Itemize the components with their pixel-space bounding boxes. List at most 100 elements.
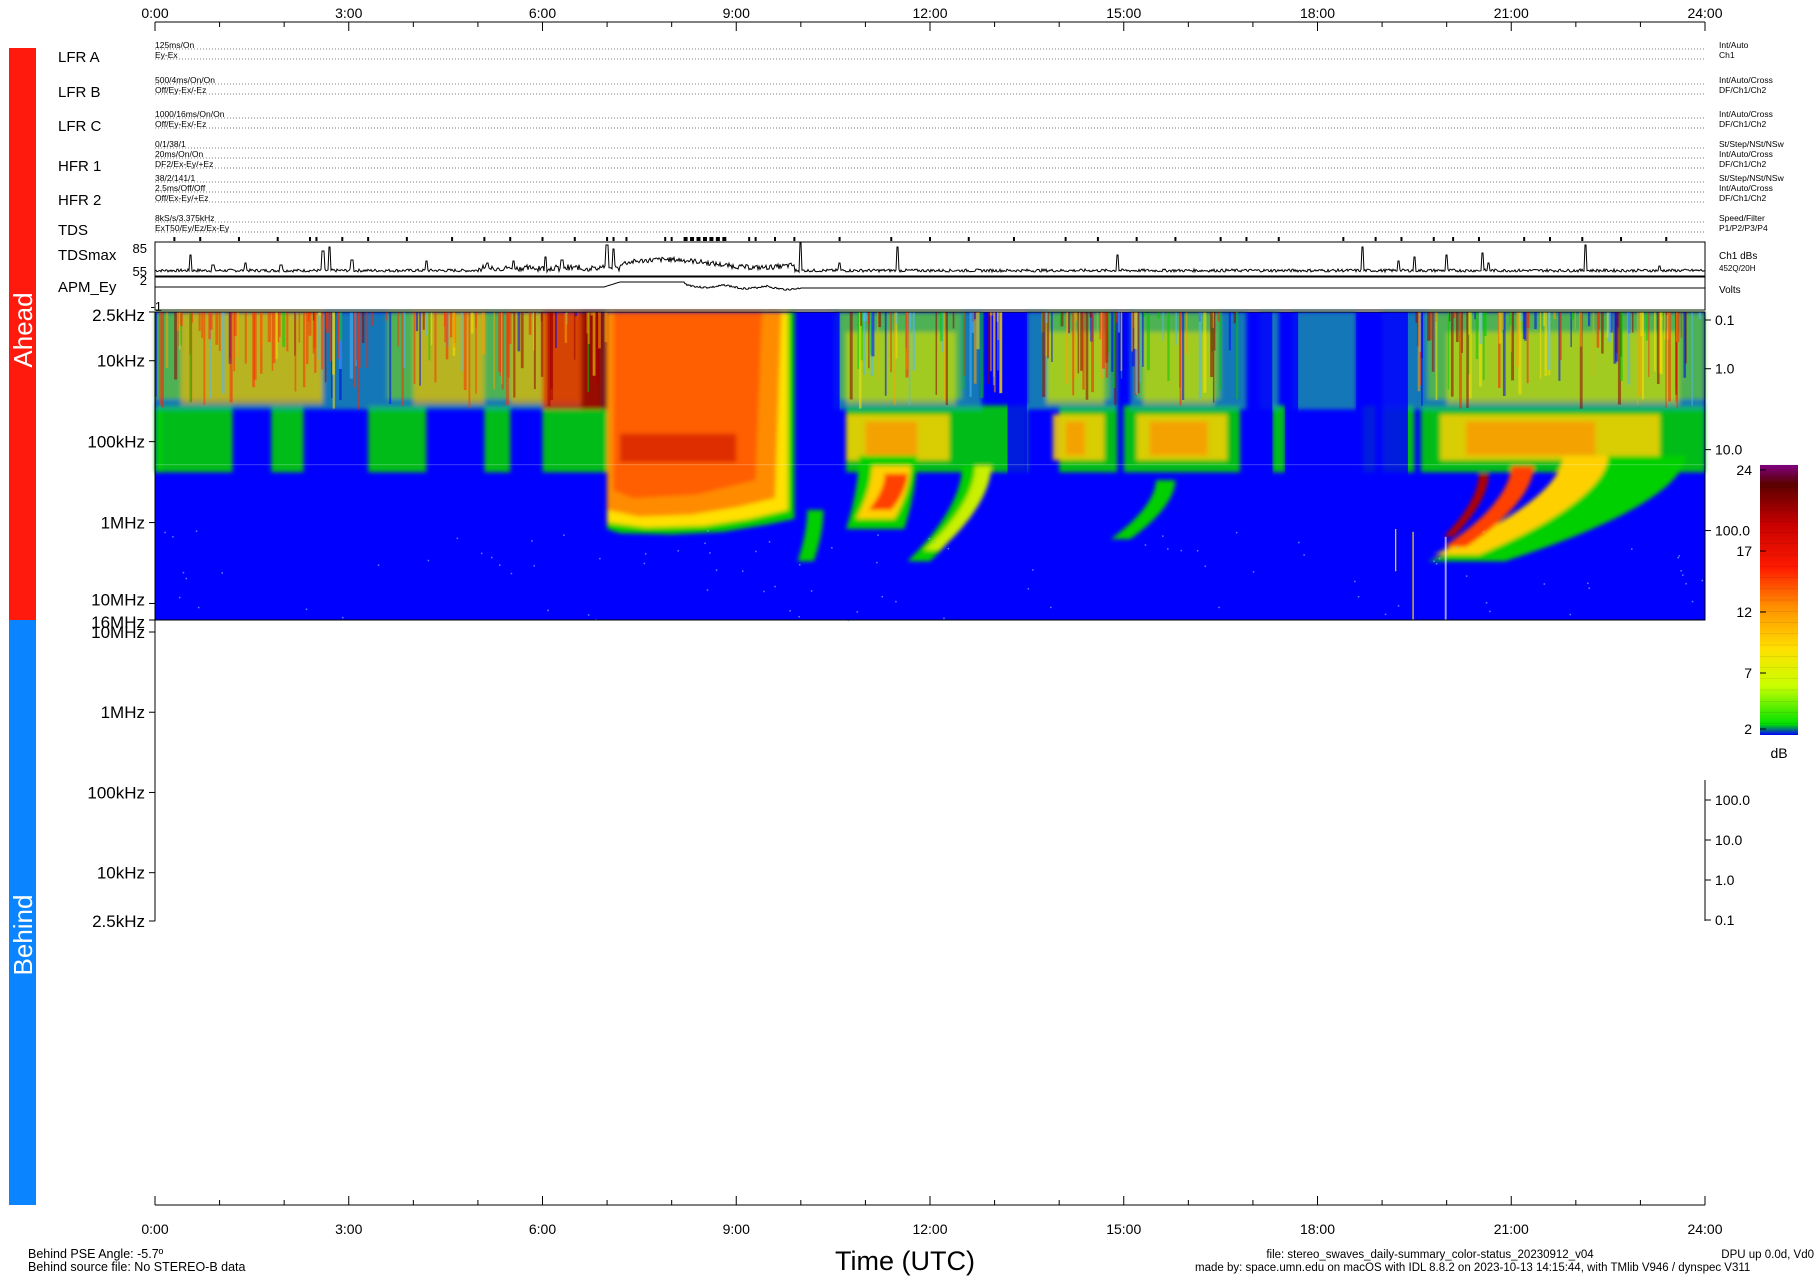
spectrogram-cell [1045, 312, 1049, 357]
status-right-label: P1/P2/P3/P4 [1719, 223, 1768, 233]
behind-panel: 10MHz 1MHz 100kHz 10kHz 2.5kHz 100.0 10.0 1.0 0.… [87, 620, 1750, 931]
spectrogram-cell [271, 405, 304, 473]
tds-event-mark [606, 237, 609, 241]
spectrogram-cell [1146, 312, 1150, 371]
spectrogram-cell [179, 312, 182, 346]
spectrogram-dot [643, 562, 646, 565]
colorbar-tick-label: 17 [1736, 543, 1752, 559]
spectrogram-cell [800, 312, 840, 491]
spectrogram-cell [413, 312, 416, 385]
spectrogram-cell [1469, 312, 1472, 399]
spectrogram-cell [1060, 312, 1064, 327]
spectrogram-cell [1272, 405, 1286, 473]
spectrogram-cell [1115, 312, 1118, 323]
spectrogram-cell [422, 312, 425, 330]
spectrogram-cell [1455, 312, 1459, 343]
spectrogram-cell [1509, 312, 1512, 326]
status-left-label: 125ms/On [155, 40, 194, 50]
spectrogram-cell [877, 312, 879, 380]
status-row-name: HFR 2 [58, 192, 101, 209]
spectrogram-cell [1482, 312, 1485, 380]
spectrogram-cell [1252, 312, 1273, 491]
spectrogram-cell [279, 312, 281, 337]
spectrogram-cell [1656, 312, 1660, 385]
tds-event-mark [1620, 237, 1623, 241]
spectrogram-cell [401, 312, 404, 407]
spectrogram-cell [1664, 312, 1666, 340]
spectrogram-cell [314, 312, 317, 373]
tds-event-mark [1374, 237, 1377, 241]
spectrogram-dot [768, 541, 771, 543]
tds-event-mark [696, 237, 701, 241]
spectrogram-cell [1356, 312, 1408, 491]
spectrogram-cell [1089, 312, 1092, 318]
spectrogram-cell [460, 312, 463, 372]
spectrogram-cell [445, 312, 449, 360]
spectrogram-cell [620, 433, 737, 463]
status-right-label: Int/Auto [1719, 40, 1749, 50]
spectrogram-cell [508, 312, 512, 344]
time-tick-label: 6:00 [529, 1221, 556, 1237]
spectrogram-cell [308, 312, 312, 314]
tdsmax-trace [154, 242, 1706, 274]
spectrogram-dot [704, 542, 706, 545]
spectrogram-dot [709, 552, 711, 554]
spectrogram-cell [389, 312, 392, 404]
tds-event-mark [341, 237, 344, 241]
time-tick-label: 21:00 [1494, 5, 1529, 21]
spectrogram-cell [1544, 312, 1548, 376]
spectrogram-dot [510, 572, 513, 575]
status-right-label: Int/Auto/Cross [1719, 75, 1773, 85]
status-right-label: St/Step/NSt/NSw [1719, 139, 1785, 149]
spectrogram-cell [325, 312, 328, 328]
tds-event-mark [1245, 237, 1248, 241]
spectrogram-dot [1691, 600, 1694, 603]
spectrogram-cell [963, 312, 966, 376]
spectrogram-cell [312, 312, 315, 321]
tds-event-mark [483, 237, 486, 241]
spectrogram-cell [555, 312, 557, 348]
spectrogram-cell [962, 312, 965, 390]
apm-right: Volts [1719, 285, 1741, 296]
spectrogram-cell [1448, 312, 1451, 322]
spectrogram-cell [294, 312, 296, 356]
spectrogram-cell [1141, 312, 1144, 367]
spectrogram-cell [517, 312, 521, 352]
tds-event-mark [237, 237, 240, 241]
spectrogram-cell [1466, 312, 1469, 408]
spectrogram-cell [481, 312, 485, 355]
spectrogram-cell [1641, 312, 1644, 400]
spectrogram-cell [587, 312, 590, 344]
spectrogram-cell [430, 312, 433, 346]
spectrogram-cell [935, 312, 938, 395]
tds-event-mark [1064, 237, 1067, 241]
spectrogram-cell [386, 312, 388, 321]
spectrogram-dot [1685, 582, 1687, 585]
spectrogram-cell [1138, 312, 1141, 383]
spectrogram-cell [940, 312, 943, 342]
spectrogram-dot [480, 552, 483, 555]
status-right-label: Ch1 [1719, 50, 1735, 60]
status-left-label: 38/2/141/1 [155, 173, 195, 183]
spectrogram-dot [677, 550, 679, 552]
spectrogram-dot [1482, 530, 1485, 533]
spectrogram-cell [1219, 312, 1222, 391]
spectrogram-cell [208, 312, 211, 340]
spectrogram-cell [452, 312, 456, 356]
spectrogram-cell [1415, 312, 1418, 323]
ahead-spectrogram: 2.5kHz 10kHz 100kHz 1MHz 10MHz 16MHz 0.1 1.0 10.… [87, 306, 1750, 632]
footer-dpu: DPU up 0.0d, Vd0 [1721, 1249, 1814, 1261]
spectrogram-dot [947, 547, 950, 550]
spectrogram-cell [1285, 312, 1299, 491]
spectrogram-cell [867, 312, 871, 325]
spectrogram-dot [876, 561, 878, 564]
spectrogram-cell [182, 312, 184, 314]
spectrogram-cell [1228, 312, 1231, 351]
spectrogram-cell [890, 312, 892, 373]
spectrogram-cell [909, 312, 912, 330]
spectrogram-cell [596, 312, 599, 385]
tds-event-mark [715, 237, 720, 241]
spectrogram-dot [1678, 555, 1681, 557]
